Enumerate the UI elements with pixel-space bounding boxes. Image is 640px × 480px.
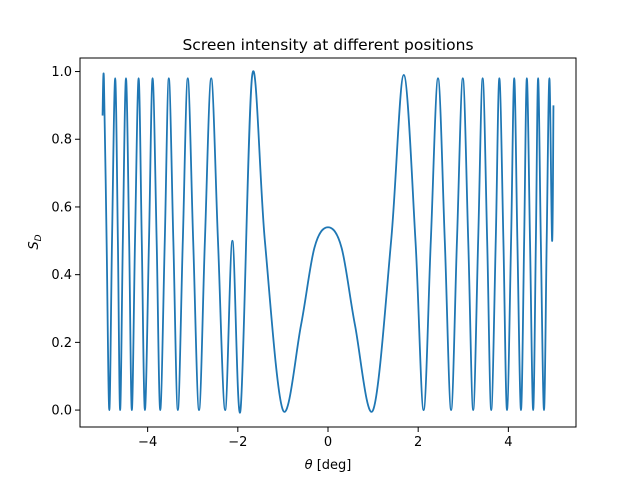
series-line-intensity xyxy=(101,70,555,414)
chart-title: Screen intensity at different positions xyxy=(182,36,473,54)
y-tick-label: 0.0 xyxy=(51,404,72,419)
x-axis-label: θ [deg] xyxy=(305,458,352,473)
x-tick-label: 0 xyxy=(324,435,332,450)
x-axis-symbol: θ xyxy=(305,458,313,473)
y-axis-subscript: D xyxy=(34,234,44,241)
y-tick-label: 0.6 xyxy=(51,200,72,215)
x-tick-label: 4 xyxy=(504,435,512,450)
x-tick-label: 2 xyxy=(414,435,422,450)
y-tick-label: 0.8 xyxy=(51,133,72,148)
x-tick-label: −4 xyxy=(138,435,157,450)
x-tick-label: −2 xyxy=(228,435,247,450)
y-tick-label: 0.4 xyxy=(51,268,72,283)
y-axis-ticks: 0.0 0.2 0.4 0.6 0.8 1.0 xyxy=(51,65,80,419)
plot-area xyxy=(101,70,555,414)
y-tick-label: 0.2 xyxy=(51,336,72,351)
y-axis-symbol: S xyxy=(27,241,42,249)
y-axis-label: SD xyxy=(27,234,44,249)
y-tick-label: 1.0 xyxy=(51,65,72,80)
x-axis-ticks: −4 −2 0 2 4 xyxy=(138,427,513,450)
x-axis-unit: [deg] xyxy=(313,458,352,473)
